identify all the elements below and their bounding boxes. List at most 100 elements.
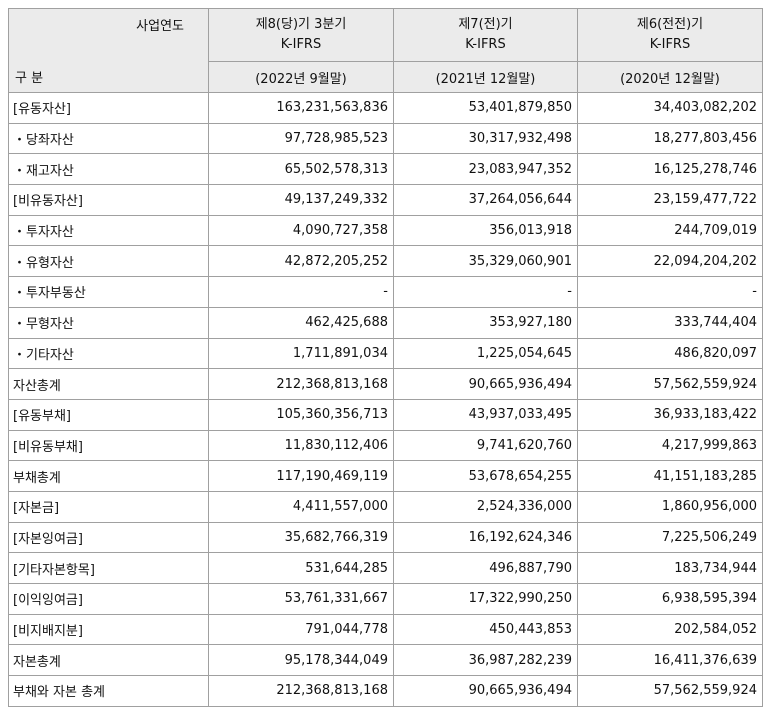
row-label: [이익잉여금] <box>8 583 209 615</box>
value-cell: 65,502,578,313 <box>208 153 394 186</box>
header-period-cell: 제8(당)기 3분기 K-IFRS <box>208 8 394 62</box>
period-label: 제7(전)기 <box>458 17 513 32</box>
value-cell: 90,665,936,494 <box>393 675 578 707</box>
value-cell: - <box>577 276 763 308</box>
value-cell: 36,987,282,239 <box>393 644 578 677</box>
table-row: [비지배지분] 791,044,778 450,443,853 202,584,052 <box>8 613 763 646</box>
value-cell: 244,709,019 <box>577 214 763 247</box>
value-cell: 450,443,853 <box>393 613 578 646</box>
row-label: ・투자부동산 <box>8 276 209 308</box>
year-label: 사업연도 <box>136 19 184 34</box>
row-label: [비유동자산] <box>8 184 209 216</box>
header-row-periods: 사업연도 구 분 제8(당)기 3분기 K-IFRS 제7(전)기 K-IFRS… <box>8 8 763 93</box>
header-date-cell: (2022년 9월말) <box>208 61 394 93</box>
value-cell: 183,734,944 <box>577 552 763 584</box>
value-cell: 53,678,654,255 <box>393 460 578 492</box>
value-cell: 4,090,727,358 <box>208 214 394 247</box>
value-cell: 117,190,469,119 <box>208 460 394 492</box>
value-cell: 4,411,557,000 <box>208 490 394 523</box>
value-cell: 11,830,112,406 <box>208 429 394 462</box>
value-cell: 202,584,052 <box>577 613 763 646</box>
header-date-cell: (2020년 12월말) <box>577 61 763 93</box>
table-row: ・기타자산 1,711,891,034 1,225,054,645 486,820,0… <box>8 337 763 370</box>
row-label: [자본금] <box>8 490 209 523</box>
header-row-dates: (2022년 9월말) (2021년 12월말) (2020년 12월말) <box>9 61 763 93</box>
row-label: 부채와 자본 총계 <box>8 675 209 707</box>
row-label: ・기타자산 <box>8 337 209 370</box>
value-cell: 1,860,956,000 <box>577 490 763 523</box>
value-cell: 35,682,766,319 <box>208 521 394 554</box>
value-cell: 41,151,183,285 <box>577 460 763 492</box>
value-cell: 462,425,688 <box>208 306 394 339</box>
table-row: [비유동부채] 11,830,112,406 9,741,620,760 4,217,… <box>8 429 763 462</box>
financial-summary-table-container: 사업연도 구 분 제8(당)기 3분기 K-IFRS 제7(전)기 K-IFRS… <box>8 8 763 707</box>
table-row: ・투자자산 4,090,727,358 356,013,918 244,709,019 <box>8 214 763 247</box>
table-body: [유동자산] 163,231,563,836 53,401,879,850 34,40… <box>8 92 763 707</box>
value-cell: 333,744,404 <box>577 306 763 339</box>
value-cell: 2,524,336,000 <box>393 490 578 523</box>
period-label: 제8(당)기 3분기 <box>255 17 347 32</box>
value-cell: 496,887,790 <box>393 552 578 584</box>
value-cell: 7,225,506,249 <box>577 521 763 554</box>
header-period-cell: 제7(전)기 K-IFRS <box>393 8 578 62</box>
value-cell: 105,360,356,713 <box>208 398 394 431</box>
value-cell: 35,329,060,901 <box>393 245 578 278</box>
value-cell: 23,083,947,352 <box>393 153 578 186</box>
period-label: 제6(전전)기 <box>636 17 704 32</box>
value-cell: 34,403,082,202 <box>577 92 763 124</box>
header-date-cell: (2021년 12월말) <box>393 61 578 93</box>
row-label: 자본총계 <box>8 644 209 677</box>
value-cell: 16,192,624,346 <box>393 521 578 554</box>
row-label: [기타자본항목] <box>8 552 209 584</box>
value-cell: - <box>208 276 394 308</box>
value-cell: 57,562,559,924 <box>577 368 763 400</box>
table-row: [유동자산] 163,231,563,836 53,401,879,850 34,40… <box>8 92 763 124</box>
value-cell: 37,264,056,644 <box>393 184 578 216</box>
value-cell: 18,277,803,456 <box>577 122 763 155</box>
table-row: [자본금] 4,411,557,000 2,524,336,000 1,860,956… <box>8 490 763 523</box>
value-cell: 17,322,990,250 <box>393 583 578 615</box>
row-label: [유동부채] <box>8 398 209 431</box>
value-cell: 9,741,620,760 <box>393 429 578 462</box>
table-row: 부채와 자본 총계 212,368,813,168 90,665,936,494 57… <box>8 675 763 707</box>
table-row: ・재고자산 65,502,578,313 23,083,947,352 16,125,… <box>8 153 763 186</box>
value-cell: 4,217,999,863 <box>577 429 763 462</box>
table-row: [유동부채] 105,360,356,713 43,937,033,495 36,93… <box>8 398 763 431</box>
value-cell: 57,562,559,924 <box>577 675 763 707</box>
standard-label: K-IFRS <box>280 37 322 52</box>
section-label: 구 분 <box>15 71 44 86</box>
financial-summary-table: 사업연도 구 분 제8(당)기 3분기 K-IFRS 제7(전)기 K-IFRS… <box>8 8 763 707</box>
value-cell: 90,665,936,494 <box>393 368 578 400</box>
value-cell: 163,231,563,836 <box>208 92 394 124</box>
value-cell: 43,937,033,495 <box>393 398 578 431</box>
row-label: ・유형자산 <box>8 245 209 278</box>
standard-label: K-IFRS <box>465 37 506 52</box>
value-cell: 42,872,205,252 <box>208 245 394 278</box>
table-row: ・유형자산 42,872,205,252 35,329,060,901 22,094,… <box>8 245 763 278</box>
value-cell: 95,178,344,049 <box>208 644 394 677</box>
value-cell: 356,013,918 <box>393 214 578 247</box>
value-cell: 49,137,249,332 <box>208 184 394 216</box>
value-cell: 16,125,278,746 <box>577 153 763 186</box>
value-cell: 30,317,932,498 <box>393 122 578 155</box>
value-cell: 22,094,204,202 <box>577 245 763 278</box>
row-label: ・무형자산 <box>8 306 209 339</box>
row-label: ・재고자산 <box>8 153 209 186</box>
value-cell: 353,927,180 <box>393 306 578 339</box>
value-cell: 212,368,813,168 <box>208 675 394 707</box>
value-cell: 23,159,477,722 <box>577 184 763 216</box>
row-label: ・당좌자산 <box>8 122 209 155</box>
table-row: [이익잉여금] 53,761,331,667 17,322,990,250 6,938… <box>8 583 763 615</box>
value-cell: 16,411,376,639 <box>577 644 763 677</box>
table-row: ・무형자산 462,425,688 353,927,180 333,744,404 <box>8 306 763 339</box>
value-cell: 53,401,879,850 <box>393 92 578 124</box>
value-cell: 1,711,891,034 <box>208 337 394 370</box>
row-label: ・투자자산 <box>8 214 209 247</box>
table-row: 부채총계 117,190,469,119 53,678,654,255 41,151,… <box>8 460 763 492</box>
table-row: ・당좌자산 97,728,985,523 30,317,932,498 18,277,… <box>8 122 763 155</box>
header-corner-cell: 사업연도 구 분 <box>8 8 209 93</box>
value-cell: - <box>393 276 578 308</box>
row-label: 자산총계 <box>8 368 209 400</box>
row-label: [비유동부채] <box>8 429 209 462</box>
table-row: 자산총계 212,368,813,168 90,665,936,494 57,562,… <box>8 368 763 400</box>
